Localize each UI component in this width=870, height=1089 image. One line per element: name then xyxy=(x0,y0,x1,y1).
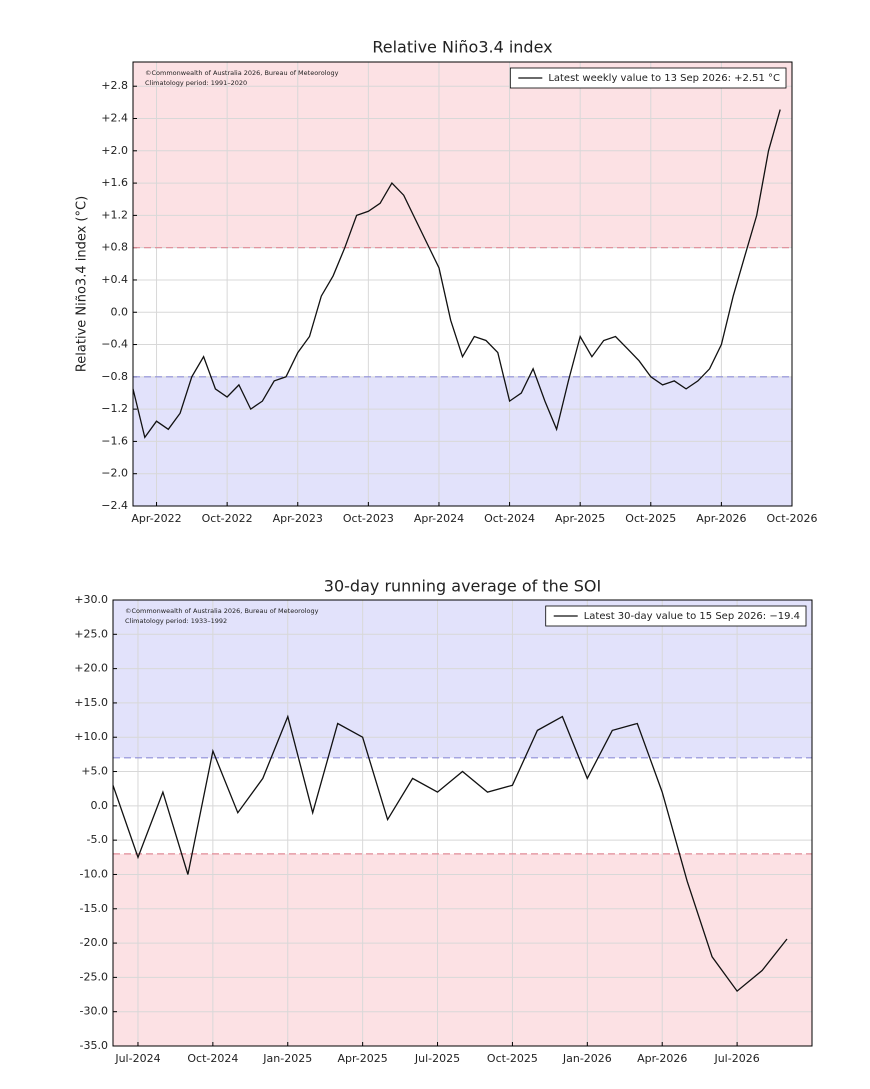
x-tick-label: Apr-2026 xyxy=(637,1052,687,1065)
y-tick-label: +1.6 xyxy=(101,176,128,189)
x-tick-label: Apr-2024 xyxy=(414,512,464,525)
y-tick-label: +2.8 xyxy=(101,79,128,92)
note: Climatology period: 1991–2020 xyxy=(145,79,247,87)
x-tick-label: Apr-2025 xyxy=(337,1052,387,1065)
x-tick-label: Oct-2022 xyxy=(202,512,253,525)
x-tick-label: Jan-2025 xyxy=(262,1052,312,1065)
x-tick-label: Oct-2025 xyxy=(487,1052,538,1065)
y-tick-label: −1.6 xyxy=(101,434,128,447)
legend: Latest 30-day value to 15 Sep 2026: −19.… xyxy=(545,605,807,627)
y-axis-label: Relative Niño3.4 index (°C) xyxy=(75,196,90,372)
y-tick-label: 0.0 xyxy=(111,305,129,318)
legend-text: Latest weekly value to 13 Sep 2026: +2.5… xyxy=(548,73,780,84)
legend-text: Latest 30-day value to 15 Sep 2026: −19.… xyxy=(584,611,800,622)
x-tick-label: Jul-2024 xyxy=(114,1052,160,1065)
chart-title: Relative Niño3.4 index xyxy=(372,38,552,57)
x-tick-label: Apr-2022 xyxy=(131,512,181,525)
y-tick-label: +1.2 xyxy=(101,208,128,221)
note: ©Commonwealth of Australia 2026, Bureau … xyxy=(145,69,339,77)
x-tick-label: Oct-2024 xyxy=(484,512,535,525)
x-tick-label: Oct-2026 xyxy=(767,512,818,525)
data-line xyxy=(132,109,781,439)
legend: Latest weekly value to 13 Sep 2026: +2.5… xyxy=(509,67,787,89)
y-tick-label: +2.0 xyxy=(101,144,128,157)
y-tick-label: -35.0 xyxy=(80,1039,108,1052)
y-tick-label: +0.4 xyxy=(101,273,128,286)
chart-title: 30-day running average of the SOI xyxy=(324,577,601,596)
y-tick-label: 0.0 xyxy=(91,799,109,812)
x-tick-label: Oct-2025 xyxy=(625,512,676,525)
x-tick-label: Jul-2026 xyxy=(713,1052,759,1065)
y-tick-label: −0.8 xyxy=(101,370,128,383)
y-tick-label: +5.0 xyxy=(81,765,108,778)
x-tick-label: Oct-2023 xyxy=(343,512,394,525)
note: ©Commonwealth of Australia 2026, Bureau … xyxy=(125,607,319,615)
y-tick-label: -5.0 xyxy=(87,833,108,846)
y-tick-label: −2.0 xyxy=(101,467,128,480)
x-tick-label: Jan-2026 xyxy=(562,1052,612,1065)
y-tick-label: -30.0 xyxy=(80,1005,108,1018)
y-tick-label: -20.0 xyxy=(80,936,108,949)
y-tick-label: -15.0 xyxy=(80,902,108,915)
x-tick-label: Apr-2023 xyxy=(273,512,323,525)
y-tick-label: −0.4 xyxy=(101,338,128,351)
y-tick-label: -25.0 xyxy=(80,970,108,983)
y-tick-label: +0.8 xyxy=(101,241,128,254)
plot-frame xyxy=(112,599,813,1047)
x-tick-label: Apr-2026 xyxy=(696,512,746,525)
x-tick-label: Apr-2025 xyxy=(555,512,605,525)
y-tick-label: +2.4 xyxy=(101,112,128,125)
y-tick-label: +30.0 xyxy=(74,593,108,606)
y-tick-label: +20.0 xyxy=(74,662,108,675)
plot-frame xyxy=(132,61,793,507)
y-tick-label: −1.2 xyxy=(101,402,128,415)
y-tick-label: -10.0 xyxy=(80,867,108,880)
upper-band xyxy=(133,62,792,248)
y-tick-label: +25.0 xyxy=(74,627,108,640)
note: Climatology period: 1933–1992 xyxy=(125,617,227,625)
lower-band xyxy=(113,853,812,1046)
legend-box xyxy=(509,67,787,89)
y-tick-label: +10.0 xyxy=(74,730,108,743)
x-tick-label: Oct-2024 xyxy=(187,1052,238,1065)
legend-box xyxy=(545,605,807,627)
y-tick-label: −2.4 xyxy=(101,499,128,512)
x-tick-label: Jul-2025 xyxy=(414,1052,460,1065)
data-line xyxy=(112,714,788,993)
y-tick-label: +15.0 xyxy=(74,696,108,709)
